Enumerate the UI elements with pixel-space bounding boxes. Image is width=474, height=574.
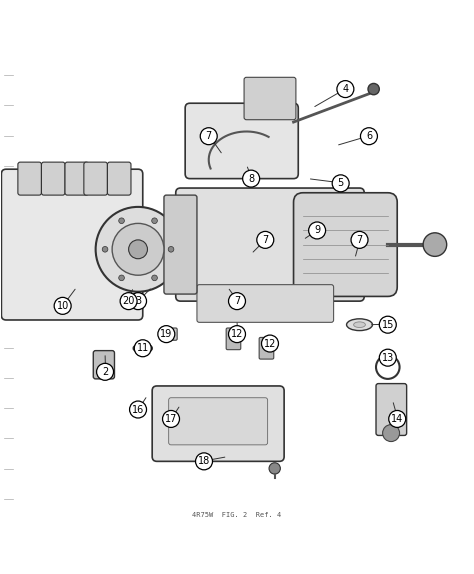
Circle shape — [118, 275, 124, 281]
FancyBboxPatch shape — [1, 169, 143, 320]
Text: 9: 9 — [314, 226, 320, 235]
Text: 13: 13 — [382, 352, 394, 363]
Circle shape — [54, 297, 71, 315]
Text: 18: 18 — [198, 456, 210, 466]
FancyBboxPatch shape — [197, 285, 334, 323]
Circle shape — [383, 425, 400, 441]
Text: 16: 16 — [132, 405, 144, 414]
Circle shape — [129, 401, 146, 418]
Circle shape — [379, 316, 396, 333]
Text: 7: 7 — [234, 296, 240, 306]
Circle shape — [269, 463, 280, 474]
Ellipse shape — [354, 322, 365, 328]
Text: 15: 15 — [382, 320, 394, 329]
Circle shape — [257, 231, 274, 249]
Circle shape — [120, 293, 137, 309]
FancyBboxPatch shape — [41, 162, 65, 195]
Circle shape — [97, 363, 114, 381]
FancyBboxPatch shape — [108, 162, 131, 195]
FancyBboxPatch shape — [164, 195, 197, 294]
Text: 12: 12 — [264, 339, 276, 348]
Text: 4: 4 — [342, 84, 348, 94]
Text: 17: 17 — [165, 414, 177, 424]
Circle shape — [243, 170, 260, 187]
Circle shape — [379, 349, 396, 366]
Circle shape — [129, 293, 146, 309]
Circle shape — [112, 223, 164, 275]
Text: 6: 6 — [366, 131, 372, 141]
Circle shape — [134, 340, 151, 356]
FancyBboxPatch shape — [185, 103, 298, 179]
Circle shape — [228, 325, 246, 343]
Circle shape — [228, 293, 246, 309]
Circle shape — [200, 128, 217, 145]
Circle shape — [423, 233, 447, 257]
Circle shape — [360, 128, 377, 145]
Text: 7: 7 — [356, 235, 363, 245]
FancyBboxPatch shape — [376, 383, 407, 436]
Text: 4R75W  FIG. 2  Ref. 4: 4R75W FIG. 2 Ref. 4 — [192, 512, 282, 518]
Circle shape — [118, 218, 124, 223]
Circle shape — [152, 218, 157, 223]
Ellipse shape — [133, 344, 152, 353]
FancyBboxPatch shape — [226, 328, 241, 350]
Circle shape — [152, 275, 157, 281]
FancyBboxPatch shape — [84, 162, 108, 195]
Text: 8: 8 — [248, 173, 254, 184]
FancyBboxPatch shape — [176, 188, 364, 301]
Circle shape — [102, 246, 108, 252]
Text: 11: 11 — [137, 343, 149, 353]
FancyBboxPatch shape — [160, 328, 177, 340]
Text: 7: 7 — [206, 131, 212, 141]
Text: 19: 19 — [160, 329, 173, 339]
Text: 10: 10 — [56, 301, 69, 311]
FancyBboxPatch shape — [244, 77, 296, 120]
Text: 2: 2 — [102, 367, 108, 377]
FancyBboxPatch shape — [293, 193, 397, 296]
Text: 20: 20 — [122, 296, 135, 306]
Circle shape — [163, 410, 180, 428]
Text: 14: 14 — [391, 414, 403, 424]
FancyBboxPatch shape — [93, 351, 115, 379]
Circle shape — [389, 410, 406, 428]
FancyBboxPatch shape — [18, 162, 41, 195]
Text: 3: 3 — [135, 296, 141, 306]
Text: 7: 7 — [262, 235, 268, 245]
Circle shape — [309, 222, 326, 239]
Ellipse shape — [346, 319, 373, 331]
FancyBboxPatch shape — [169, 398, 268, 445]
Text: 12: 12 — [231, 329, 243, 339]
Circle shape — [337, 80, 354, 98]
Circle shape — [351, 231, 368, 249]
Circle shape — [196, 453, 212, 470]
Circle shape — [368, 83, 379, 95]
FancyBboxPatch shape — [152, 386, 284, 461]
Circle shape — [96, 207, 181, 292]
Text: 5: 5 — [337, 179, 344, 188]
Circle shape — [332, 175, 349, 192]
Circle shape — [168, 246, 174, 252]
FancyBboxPatch shape — [65, 162, 89, 195]
FancyBboxPatch shape — [259, 338, 274, 359]
Circle shape — [158, 325, 175, 343]
Circle shape — [128, 240, 147, 259]
Circle shape — [262, 335, 278, 352]
